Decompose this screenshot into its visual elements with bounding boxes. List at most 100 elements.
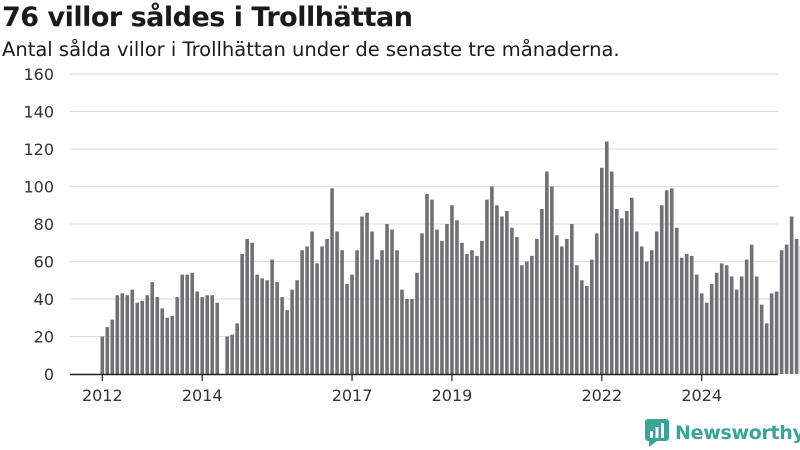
bar	[450, 205, 454, 374]
bar	[619, 218, 624, 374]
newsworthy-logo: Newsworthy	[645, 419, 800, 447]
bar	[225, 336, 229, 374]
bar	[560, 246, 564, 374]
bar	[145, 295, 150, 374]
x-tick-label: 2019	[432, 386, 473, 405]
y-tick-label: 100	[23, 178, 54, 197]
y-tick-label: 40	[34, 290, 54, 309]
bar	[275, 282, 279, 374]
bar	[200, 297, 204, 374]
bar	[475, 255, 479, 374]
bar	[110, 319, 115, 374]
bar	[205, 295, 209, 374]
bar	[360, 216, 364, 374]
bar	[689, 255, 694, 374]
bar	[405, 299, 409, 374]
bar	[724, 265, 729, 374]
bar	[744, 259, 749, 374]
bar	[585, 285, 589, 374]
bar	[155, 297, 160, 374]
bar	[190, 272, 195, 374]
bar	[719, 263, 724, 374]
bar	[425, 194, 429, 374]
bar	[654, 231, 659, 374]
bar	[669, 188, 674, 374]
bar	[160, 308, 165, 374]
bar	[290, 289, 294, 374]
bar	[699, 293, 704, 374]
bar	[300, 250, 304, 374]
bar	[270, 259, 274, 374]
bar	[515, 237, 519, 374]
bar	[495, 205, 499, 374]
bar	[350, 274, 354, 374]
chart-title: 76 villor såldes i Trollhättan	[2, 2, 413, 33]
bar	[674, 227, 679, 374]
bar	[185, 274, 190, 374]
bar	[649, 250, 654, 374]
bar	[664, 190, 669, 374]
bar	[130, 289, 135, 374]
bar	[614, 209, 619, 374]
bar	[639, 246, 644, 374]
x-axis-ticks: 2012 2014 2017 2019 2022 2024	[82, 374, 722, 405]
bar	[260, 278, 264, 374]
bar	[265, 280, 269, 374]
bar	[420, 233, 424, 374]
bar	[440, 240, 444, 374]
bar	[395, 250, 399, 374]
bar	[345, 284, 349, 374]
bar-chart-logo-icon	[645, 419, 669, 447]
bars	[100, 141, 800, 374]
bar	[779, 250, 784, 374]
bar	[739, 276, 744, 374]
x-tick-label: 2012	[82, 386, 123, 405]
bar	[590, 259, 594, 374]
bar	[165, 317, 170, 374]
bar	[435, 229, 439, 374]
bar	[305, 246, 309, 374]
bar	[140, 300, 145, 374]
bar	[759, 304, 764, 374]
bar	[100, 336, 105, 374]
y-tick-label: 80	[34, 215, 54, 234]
bar	[604, 141, 609, 374]
bar	[415, 272, 419, 374]
bar	[470, 250, 474, 374]
bar	[315, 263, 319, 374]
bar	[215, 302, 219, 374]
bar	[580, 280, 584, 374]
bar	[634, 231, 639, 374]
bar	[570, 224, 574, 374]
bar	[120, 293, 125, 374]
bar	[235, 323, 239, 374]
y-tick-label: 140	[23, 103, 54, 122]
bar	[410, 299, 414, 374]
bar	[789, 216, 794, 374]
bar	[175, 297, 180, 374]
bar	[480, 240, 484, 374]
bar	[355, 250, 359, 374]
bar	[485, 199, 489, 374]
bar	[375, 259, 379, 374]
bar	[729, 276, 734, 374]
bar	[505, 210, 509, 374]
bar	[400, 289, 404, 374]
bar	[445, 224, 449, 374]
bar	[764, 323, 769, 374]
bar	[794, 239, 799, 374]
bar	[535, 239, 539, 374]
bar	[245, 239, 249, 374]
x-tick-label: 2017	[332, 386, 373, 405]
y-tick-label: 60	[34, 253, 54, 272]
bar	[465, 254, 469, 374]
bar	[285, 310, 289, 374]
y-tick-label: 20	[34, 328, 54, 347]
bar	[455, 220, 459, 374]
y-tick-label: 0	[44, 365, 54, 384]
bar	[629, 197, 634, 374]
x-tick-label: 2022	[581, 386, 622, 405]
bar	[240, 254, 244, 374]
brand-name: Newsworthy	[675, 422, 800, 444]
